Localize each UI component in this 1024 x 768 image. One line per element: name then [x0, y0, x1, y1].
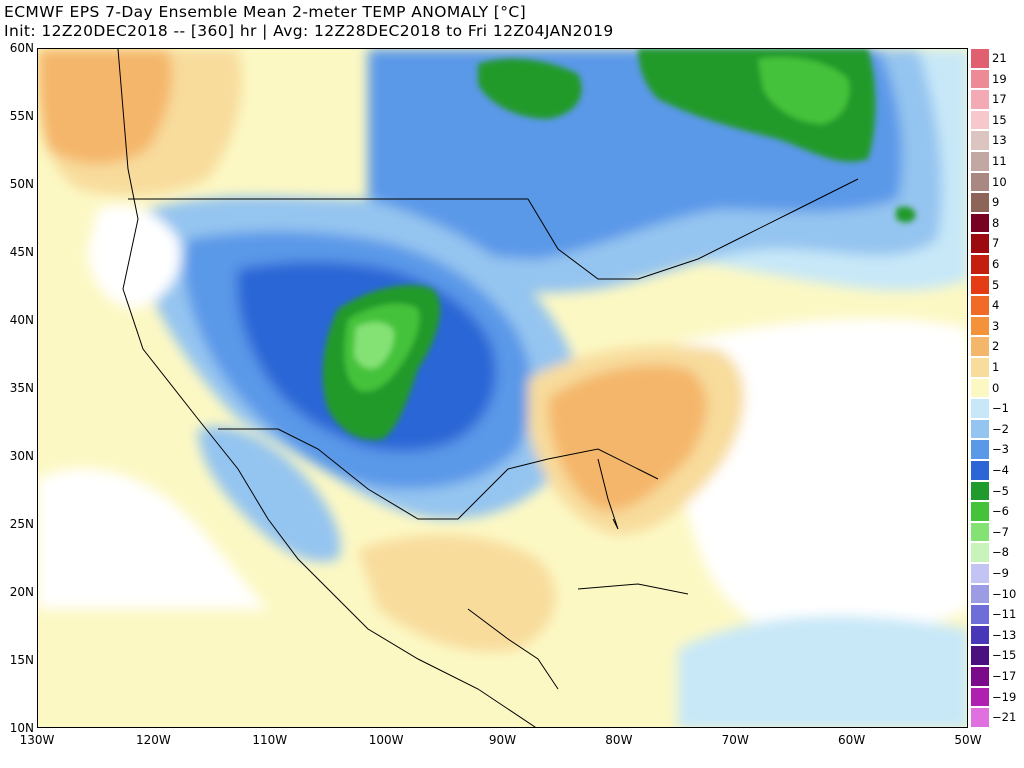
colorbar-label: 5	[992, 277, 1000, 292]
colorbar-swatch	[970, 501, 990, 522]
colorbar-swatch	[970, 604, 990, 625]
colorbar-swatch	[970, 666, 990, 687]
latitude-tick-label: 35N	[9, 381, 34, 395]
colorbar-swatch	[970, 151, 990, 172]
colorbar-swatch	[970, 480, 990, 502]
colorbar-swatch	[970, 89, 990, 110]
colorbar-label: −11	[992, 607, 1017, 622]
longitude-tick-label: 130W	[19, 733, 55, 747]
colorbar-label: −3	[992, 442, 1009, 457]
longitude-tick-label: 80W	[605, 733, 633, 747]
colorbar-swatch	[970, 377, 990, 399]
colorbar-label: 3	[992, 318, 1000, 333]
colorbar-swatch	[970, 192, 990, 213]
colorbar-label: 4	[992, 298, 1000, 313]
colorbar-swatch	[970, 130, 990, 151]
colorbar-swatch	[970, 274, 990, 296]
colorbar-label: 7	[992, 236, 1000, 251]
colorbar-swatch	[970, 315, 990, 337]
colorbar-label: −10	[992, 586, 1017, 601]
colorbar-label: −2	[992, 421, 1009, 436]
latitude-tick-label: 40N	[9, 313, 34, 327]
colorbar-label: −17	[992, 669, 1017, 683]
colorbar-label: −6	[992, 504, 1009, 519]
colorbar-swatch	[970, 171, 990, 193]
colorbar-swatch	[970, 48, 990, 69]
colorbar-swatch	[970, 624, 990, 646]
anomaly-map	[37, 48, 968, 728]
colorbar-label: 11	[992, 154, 1007, 168]
colorbar-swatch	[970, 109, 990, 131]
colorbar-label: 8	[992, 215, 1000, 230]
latitude-tick-label: 25N	[9, 517, 34, 531]
longitude-tick-label: 70W	[721, 733, 749, 747]
colorbar-label: −4	[992, 463, 1009, 477]
colorbar-label: −7	[992, 524, 1009, 539]
colorbar-swatch	[970, 686, 990, 708]
colorbar-swatch	[970, 254, 990, 275]
colorbar-swatch	[970, 68, 990, 90]
colorbar-label: 21	[992, 51, 1007, 65]
borders	[117, 49, 859, 727]
longitude-tick-label: 100W	[368, 733, 404, 747]
colorbar-label: −13	[992, 627, 1017, 642]
colorbar-label: −19	[992, 689, 1017, 704]
latitude-tick-label: 45N	[9, 245, 34, 259]
colorbar-label: −21	[992, 710, 1017, 725]
colorbar-label: −8	[992, 545, 1009, 560]
colorbar-label: 2	[992, 339, 1000, 354]
latitude-tick-label: 50N	[9, 177, 34, 191]
colorbar-label: 13	[992, 133, 1007, 148]
colorbar-label: −5	[992, 483, 1009, 498]
latitude-tick-label: 60N	[9, 41, 34, 55]
colorbar-swatch	[970, 336, 990, 357]
chart-subtitle: Init: 12Z20DEC2018 -- [360] hr | Avg: 12…	[4, 22, 614, 40]
colorbar-swatch	[970, 707, 990, 728]
colorbar-label: 1	[992, 360, 1000, 374]
colorbar-label: 15	[992, 112, 1007, 127]
colorbar-label: 6	[992, 257, 1000, 271]
colorbar-swatch	[970, 460, 990, 481]
colorbar-swatch	[970, 418, 990, 440]
longitude-tick-label: 50W	[954, 733, 982, 747]
colorbar-label: −15	[992, 648, 1017, 663]
colorbar-swatch	[970, 521, 990, 543]
longitude-tick-label: 90W	[488, 733, 517, 747]
longitude-tick-label: 60W	[838, 733, 866, 747]
colorbar-swatch	[970, 583, 990, 605]
colorbar-label: 0	[992, 380, 1000, 395]
colorbar-swatch	[970, 645, 990, 666]
colorbar-swatch	[970, 295, 990, 316]
colorbar-swatch	[970, 398, 990, 419]
colorbar-swatch	[970, 357, 990, 378]
longitude-tick-label: 110W	[252, 733, 288, 747]
latitude-tick-label: 30N	[9, 449, 34, 463]
colorbar-label: −9	[992, 566, 1009, 580]
colorbar-swatch	[970, 212, 990, 234]
colorbar-swatch	[970, 542, 990, 563]
cold-core	[322, 49, 916, 440]
colorbar-label: −1	[992, 401, 1009, 416]
colorbar: 21 19 17 15 13 11 10 9 8 7 6 5 4 3 2 1 0 −1 −2 −3 −4 −5 −6 −7 −8…	[968, 44, 1024, 728]
latitude-tick-label: 20N	[9, 585, 34, 599]
colorbar-label: 17	[992, 92, 1007, 107]
colorbar-swatch	[970, 563, 990, 584]
chart-title: ECMWF EPS 7-Day Ensemble Mean 2-meter TE…	[4, 3, 527, 21]
colorbar-label: 10	[992, 174, 1007, 189]
latitude-tick-label: 15N	[9, 653, 34, 667]
map-canvas	[38, 49, 967, 727]
latitude-tick-label: 55N	[9, 109, 34, 123]
longitude-tick-label: 120W	[135, 733, 171, 747]
colorbar-label: 19	[992, 71, 1007, 86]
colorbar-label: 9	[992, 195, 1000, 210]
latitude-tick-label: 10N	[9, 721, 34, 735]
colorbar-swatch	[970, 233, 990, 254]
colorbar-swatch	[970, 439, 990, 460]
